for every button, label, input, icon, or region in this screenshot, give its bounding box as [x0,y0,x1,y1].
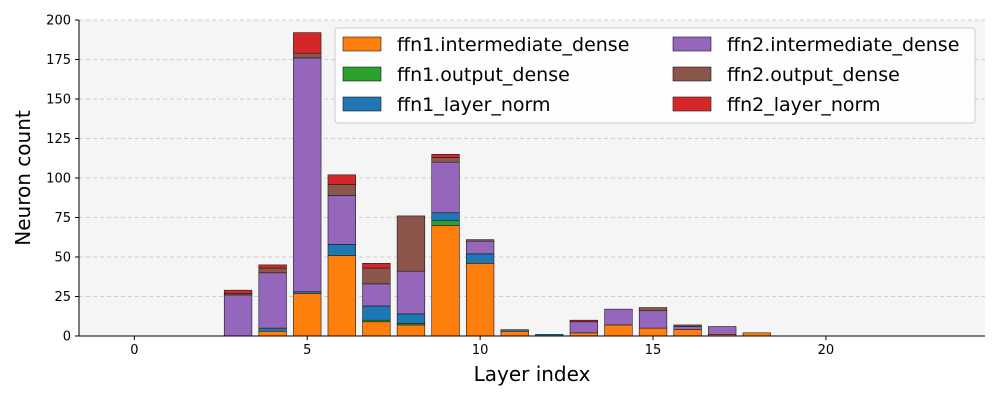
legend-swatch [672,66,712,82]
bar-segment [293,57,322,293]
legend-swatch [342,96,382,112]
bar-segment [708,326,737,335]
bar-segment [223,294,253,337]
x-tick-label: 10 [472,343,489,358]
bar-segment [258,327,287,332]
bar-segment [327,174,356,185]
bar-segment [258,272,287,329]
y-tick-label: 50 [54,251,71,266]
bar-segment [569,321,599,334]
bar-segment [327,255,356,337]
y-tick-label: 175 [46,53,71,68]
y-tick-label: 0 [63,330,71,345]
bar-segment [396,313,426,324]
legend-label: ffn1.intermediate_dense [397,34,629,56]
legend-label: ffn2_layer_norm [727,94,881,116]
y-tick-label: 125 [46,132,71,147]
bar-segment [362,263,391,269]
x-tick-label: 0 [130,343,138,358]
legend-swatch [672,36,712,52]
bar-segment [638,310,668,329]
y-axis-ticks: 0 25 50 75 100 125 150 175 200 [46,14,79,345]
bar-segment [362,321,391,337]
bar-segment [431,154,460,158]
legend-swatch [342,66,382,82]
x-tick-label: 15 [645,343,662,358]
bar-segment [431,157,460,163]
bar-segment [673,326,702,330]
bar-segment [396,324,426,337]
bar-segment [465,240,495,255]
bar-segment [673,324,702,327]
bar-segment [431,161,460,214]
legend-swatch [672,96,712,112]
bar-segment [293,293,322,337]
bar-segment [293,52,322,59]
y-tick-label: 100 [46,172,71,187]
bar-segment [293,32,322,54]
bar-segment [396,215,426,272]
bar-segment [569,319,599,323]
bar-segment [223,289,253,294]
bar-segment [327,195,356,245]
x-tick-label: 20 [818,343,835,358]
bar-segment [604,308,633,326]
bar-segment [465,239,495,242]
bar-segment [500,330,529,337]
bar-segment [396,270,426,315]
bar-segment [362,267,391,285]
bar-segment [673,329,702,337]
legend-box [334,27,976,124]
bar-segment [362,283,391,307]
bar-segment [431,212,460,221]
y-tick-label: 25 [54,290,71,305]
y-axis-label: Neuron count [11,110,35,246]
bar-segment [431,225,460,337]
bar-segment [638,307,668,312]
legend: ffn1.intermediate_dense ffn1.output_dense… [334,27,976,124]
bar-segment [431,220,460,226]
bar-segment [500,329,529,332]
bar-segment [465,263,495,337]
bars [223,32,771,337]
x-tick-label: 5 [303,343,311,358]
legend-label: ffn1_layer_norm [397,94,551,116]
y-tick-label: 75 [54,211,71,226]
bar-segment [604,324,633,337]
x-axis-ticks: 0 5 10 15 20 [130,336,834,358]
legend-label: ffn2.output_dense [727,64,900,86]
legend-swatch [342,36,382,52]
bar-segment [258,264,287,269]
bar-segment [465,253,495,264]
bar-segment [327,244,356,256]
bar-segment [638,327,668,337]
y-tick-label: 200 [46,14,71,29]
legend-label: ffn1.output_dense [397,64,570,86]
bar-segment [258,330,287,337]
y-tick-label: 150 [46,93,71,108]
bar-segment [362,305,391,321]
bar-segment [258,267,287,274]
legend-label: ffn2.intermediate_dense [727,34,959,56]
bar-segment [327,184,356,196]
x-axis-label: Layer index [474,362,591,386]
